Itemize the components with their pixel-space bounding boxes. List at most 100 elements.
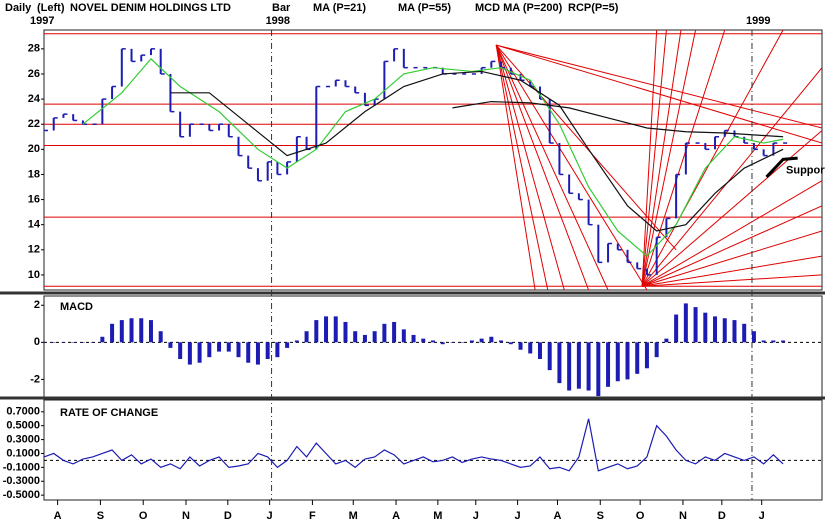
- macd-bar: [499, 340, 504, 343]
- x-tick-label: N: [182, 510, 190, 522]
- series-line: [43, 418, 784, 472]
- macd-bar: [217, 342, 222, 352]
- y-tick-label: -0.3000: [3, 475, 40, 487]
- y-tick-label: 16: [28, 193, 40, 205]
- fan-line: [641, 30, 658, 287]
- y-tick-label: 2: [34, 299, 40, 311]
- macd-bar: [265, 342, 270, 360]
- legend-entry: MA (P=21): [313, 2, 366, 14]
- macd-bar: [236, 342, 241, 358]
- fan-line: [495, 44, 648, 290]
- macd-bar: [294, 340, 299, 343]
- macd-bar: [625, 342, 630, 380]
- x-tick-label: J: [267, 510, 273, 522]
- macd-bar: [90, 342, 95, 343]
- y-tick-label: -0.1000: [3, 461, 40, 473]
- macd-bar: [343, 321, 348, 343]
- macd-bar: [674, 314, 679, 343]
- macd-bar: [664, 338, 669, 343]
- macd-bar: [333, 316, 338, 343]
- macd-bar: [148, 320, 153, 343]
- macd-bar: [71, 342, 76, 343]
- series-line: [82, 58, 784, 257]
- macd-bar: [314, 320, 319, 343]
- support-line: [765, 156, 798, 178]
- macd-bar: [440, 342, 445, 345]
- x-tick-label: J: [473, 510, 479, 522]
- macd-bar: [615, 342, 620, 382]
- macd-bar: [324, 316, 329, 343]
- panel-title: MACD: [60, 301, 93, 313]
- scale-side: (Left): [37, 2, 65, 14]
- panel-title: RATE OF CHANGE: [60, 407, 158, 419]
- x-tick-label: M: [349, 510, 358, 522]
- fan-line: [641, 180, 822, 287]
- macd-bar: [479, 338, 484, 343]
- x-tick-label: N: [679, 510, 687, 522]
- main-frame: [43, 29, 823, 291]
- y-tick-label: 12: [28, 244, 40, 256]
- macd-bar: [353, 331, 358, 343]
- macd-bar: [596, 342, 601, 397]
- y-tick-label: 28: [28, 43, 40, 55]
- macd-bar: [304, 331, 309, 343]
- macd-bar: [421, 338, 426, 343]
- macd-bar: [411, 334, 416, 343]
- plot-area: [44, 30, 822, 290]
- fan-line: [641, 67, 822, 287]
- fan-line: [642, 274, 822, 287]
- macd-bar: [100, 336, 105, 343]
- y-tick-label: 18: [28, 168, 40, 180]
- legend-entry: MCD MA (P=200): [475, 2, 563, 14]
- legend-entry: Bar: [272, 2, 291, 14]
- fan-line: [641, 30, 682, 287]
- macd-bar: [51, 342, 56, 343]
- macd-bar: [362, 334, 367, 343]
- macd-bar: [469, 340, 474, 343]
- macd-bar: [606, 342, 611, 387]
- roc-frame: [43, 399, 823, 501]
- year-label: 1999: [746, 15, 770, 27]
- macd-bar: [703, 312, 708, 343]
- fan-line: [641, 230, 822, 287]
- macd-bar: [693, 307, 698, 343]
- macd-bar: [129, 318, 134, 343]
- macd-bar: [683, 303, 688, 343]
- legend-entry: MA (P=55): [398, 2, 451, 14]
- macd-bar: [401, 329, 406, 343]
- annotation: Support: [786, 165, 825, 177]
- macd-bar: [576, 342, 581, 389]
- x-tick-label: A: [54, 510, 62, 522]
- macd-bar: [431, 340, 435, 343]
- series-line: [170, 70, 784, 232]
- macd-bar: [187, 342, 192, 365]
- y-tick-label: 14: [28, 219, 41, 231]
- fan-line: [495, 44, 536, 290]
- y-tick-label: 0.3000: [6, 433, 40, 445]
- macd-bar: [781, 340, 786, 343]
- macd-bar: [382, 323, 387, 343]
- x-tick-label: J: [515, 510, 521, 522]
- x-tick-label: F: [309, 510, 316, 522]
- macd-bar: [285, 342, 290, 348]
- y-tick-label: 0.1000: [6, 447, 40, 459]
- fan-line: [496, 44, 822, 129]
- x-tick-label: A: [392, 510, 400, 522]
- macd-bar: [246, 342, 251, 363]
- x-tick-label: O: [139, 510, 148, 522]
- macd-bar: [528, 342, 533, 354]
- macd-bar: [197, 342, 202, 363]
- fan-line: [642, 255, 822, 287]
- year-label: 1997: [30, 15, 54, 27]
- macd-bar: [275, 342, 280, 358]
- macd-bar: [547, 342, 552, 371]
- fan-line: [641, 30, 697, 287]
- macd-bar: [722, 318, 727, 343]
- macd-bar: [537, 342, 542, 360]
- y-tick-label: 24: [28, 93, 41, 105]
- x-tick-label: A: [554, 510, 562, 522]
- macd-bar: [158, 331, 163, 343]
- macd-bar: [751, 331, 756, 343]
- fan-line: [641, 130, 822, 287]
